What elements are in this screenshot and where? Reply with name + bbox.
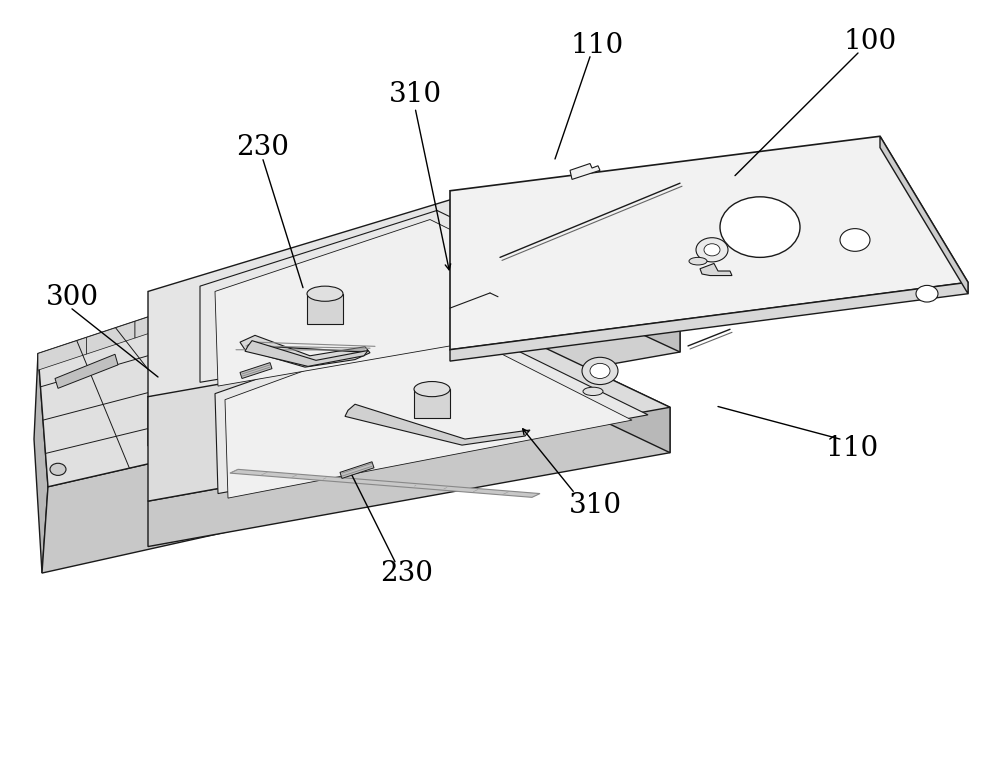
Polygon shape (215, 220, 625, 386)
Circle shape (50, 463, 66, 475)
Polygon shape (34, 354, 48, 573)
Circle shape (916, 285, 938, 302)
Polygon shape (570, 164, 600, 179)
Text: 310: 310 (388, 81, 442, 108)
Polygon shape (42, 394, 455, 573)
Ellipse shape (583, 388, 603, 395)
Text: 230: 230 (237, 134, 290, 161)
Polygon shape (184, 289, 232, 322)
Polygon shape (215, 314, 648, 494)
Polygon shape (450, 282, 968, 361)
Text: 230: 230 (380, 559, 434, 587)
Circle shape (840, 229, 870, 251)
Ellipse shape (414, 382, 450, 397)
Polygon shape (200, 210, 640, 382)
Text: 110: 110 (570, 32, 624, 59)
Polygon shape (55, 354, 118, 388)
Polygon shape (340, 462, 374, 478)
Circle shape (696, 238, 728, 262)
Polygon shape (230, 469, 540, 497)
Circle shape (590, 363, 610, 378)
Circle shape (580, 256, 600, 271)
Polygon shape (450, 136, 968, 350)
Polygon shape (148, 303, 670, 501)
Text: 100: 100 (843, 28, 897, 55)
Polygon shape (618, 297, 645, 317)
Text: 110: 110 (825, 435, 879, 462)
Text: 300: 300 (45, 284, 99, 311)
Polygon shape (700, 263, 732, 276)
Polygon shape (240, 363, 272, 378)
Circle shape (704, 244, 720, 256)
Ellipse shape (689, 257, 707, 265)
Polygon shape (38, 338, 87, 370)
Polygon shape (148, 303, 680, 446)
Polygon shape (245, 341, 368, 366)
Polygon shape (307, 294, 343, 324)
Polygon shape (880, 136, 968, 294)
Polygon shape (148, 407, 670, 547)
Polygon shape (450, 303, 670, 453)
Polygon shape (225, 322, 632, 498)
Polygon shape (38, 289, 455, 487)
Text: 310: 310 (568, 492, 622, 519)
Polygon shape (135, 305, 184, 338)
Circle shape (572, 250, 608, 277)
Ellipse shape (571, 279, 593, 288)
Polygon shape (148, 198, 680, 397)
Polygon shape (87, 321, 135, 354)
Polygon shape (455, 198, 680, 352)
Circle shape (582, 357, 618, 385)
Ellipse shape (307, 286, 343, 301)
Polygon shape (345, 404, 530, 445)
Polygon shape (240, 335, 370, 367)
Circle shape (210, 451, 226, 463)
Polygon shape (414, 389, 450, 418)
Circle shape (720, 197, 800, 257)
